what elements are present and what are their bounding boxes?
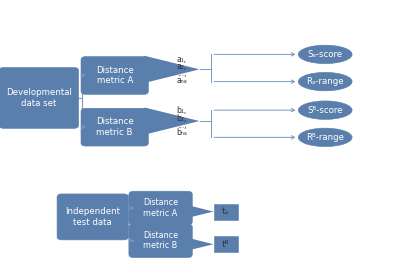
Polygon shape (189, 205, 213, 218)
Text: Sₐ-score: Sₐ-score (308, 50, 343, 59)
FancyBboxPatch shape (57, 194, 128, 240)
Ellipse shape (298, 128, 352, 147)
Polygon shape (144, 56, 200, 83)
Polygon shape (189, 238, 213, 250)
Polygon shape (144, 107, 200, 135)
Text: ...,: ..., (177, 69, 186, 78)
FancyBboxPatch shape (81, 57, 148, 94)
FancyBboxPatch shape (129, 224, 192, 258)
Text: a₂,: a₂, (176, 62, 187, 71)
Ellipse shape (298, 72, 352, 91)
Ellipse shape (298, 45, 352, 64)
Text: b₁,: b₁, (176, 106, 187, 116)
Text: bₙₐ: bₙₐ (176, 128, 187, 137)
Text: b₂,: b₂, (176, 113, 187, 123)
FancyBboxPatch shape (81, 108, 148, 146)
Text: tᴮ: tᴮ (222, 240, 229, 249)
Text: Developmental
data set: Developmental data set (6, 88, 72, 108)
FancyBboxPatch shape (214, 236, 238, 252)
Text: ...,: ..., (177, 120, 186, 130)
FancyBboxPatch shape (129, 191, 192, 225)
Text: Rᴮ-range: Rᴮ-range (306, 133, 344, 142)
Text: Distance
metric B: Distance metric B (143, 231, 178, 251)
Text: Sᴮ-score: Sᴮ-score (308, 106, 343, 115)
Text: a₁,: a₁, (176, 55, 187, 64)
Text: Rₐ-range: Rₐ-range (306, 77, 344, 86)
FancyBboxPatch shape (214, 204, 238, 220)
Text: Distance
metric A: Distance metric A (143, 198, 178, 218)
Text: Independent
test data: Independent test data (65, 207, 120, 227)
Text: Distance
metric A: Distance metric A (96, 66, 134, 85)
Text: aₙₐ: aₙₐ (176, 76, 187, 85)
Text: tₐ: tₐ (222, 207, 229, 216)
Ellipse shape (298, 101, 352, 119)
FancyBboxPatch shape (0, 67, 79, 128)
Text: Distance
metric B: Distance metric B (96, 118, 134, 137)
